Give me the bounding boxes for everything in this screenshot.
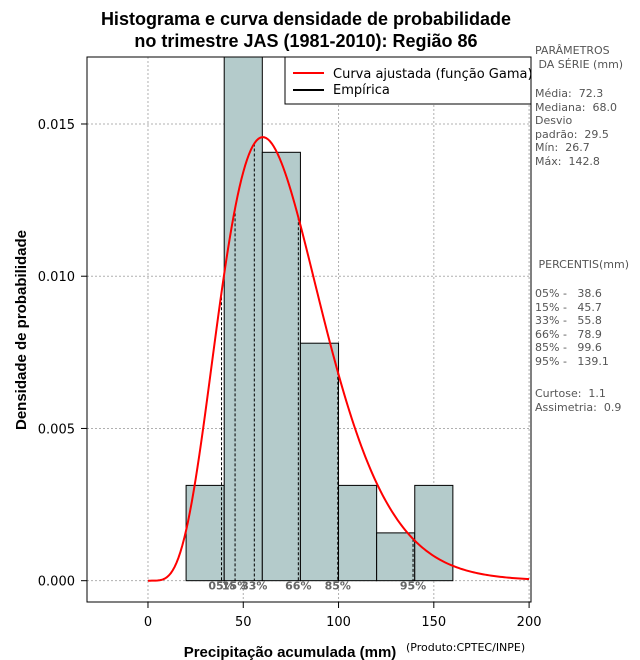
percentile-label-3: 66% bbox=[285, 580, 311, 593]
legend-label-gamma: Curva ajustada (função Gama) bbox=[333, 67, 533, 82]
x-tick-label-4: 200 bbox=[517, 615, 542, 630]
params-title: PARÂMETROS DA SÉRIE (mm) bbox=[535, 44, 624, 71]
percentile-label-1: 15% bbox=[222, 580, 248, 593]
y-tick-label-3: 0.015 bbox=[38, 118, 75, 133]
y-tick-label-0: 0.000 bbox=[38, 575, 75, 590]
y-axis: 0.000 0.005 0.010 0.015 bbox=[38, 118, 87, 590]
percentile-label-0: 05% bbox=[208, 580, 234, 593]
histogram-bar-4 bbox=[338, 484, 378, 582]
legend-label-empirica: Empírica bbox=[333, 83, 390, 98]
legend: Curva ajustada (função Gama) Empírica bbox=[284, 56, 533, 105]
histogram-bar-5 bbox=[376, 532, 416, 582]
histogram-bars bbox=[185, 56, 454, 582]
histogram-bar-2 bbox=[261, 151, 301, 582]
histogram-bar-3 bbox=[299, 342, 340, 582]
percentile-label-5: 95% bbox=[400, 580, 426, 593]
y-tick-label-2: 0.010 bbox=[38, 270, 75, 285]
histogram-bar-1 bbox=[223, 56, 263, 582]
x-tick-label-2: 100 bbox=[326, 615, 351, 630]
x-axis-label: Precipitação acumulada (mm) bbox=[184, 644, 397, 660]
percentile-lines bbox=[221, 143, 414, 581]
x-tick-label-0: 0 bbox=[144, 615, 152, 630]
chart-title-line1: Histograma e curva densidade de probabil… bbox=[101, 9, 511, 29]
percentile-label-4: 85% bbox=[325, 580, 351, 593]
shape-stats: Curtose: 1.1 Assimetria: 0.9 bbox=[535, 387, 622, 414]
y-tick-label-1: 0.005 bbox=[38, 422, 75, 437]
y-axis-label: Densidade de probabilidade bbox=[13, 230, 30, 430]
x-axis: 0 50 100 150 200 bbox=[144, 602, 542, 630]
percentiles-values: 05% - 38.6 15% - 45.7 33% - 55.8 66% - 7… bbox=[535, 287, 609, 368]
histogram-bar-6 bbox=[414, 484, 454, 582]
x-tick-label-1: 50 bbox=[235, 615, 252, 630]
legend-box bbox=[284, 56, 532, 105]
x-tick-label-3: 150 bbox=[421, 615, 446, 630]
chart-title-line2: no trimestre JAS (1981-2010): Região 86 bbox=[134, 31, 477, 51]
credit-label: (Produto:CPTEC/INPE) bbox=[406, 641, 525, 654]
gamma-curve bbox=[147, 136, 530, 582]
params-values: Média: 72.3 Mediana: 68.0 Desvio padrão:… bbox=[535, 87, 617, 168]
percentiles-title: PERCENTIS(mm) bbox=[535, 258, 629, 271]
percentile-labels: 05%15%33% 66% 85% 95% bbox=[208, 580, 426, 593]
percentile-label-2: 33% bbox=[241, 580, 267, 593]
